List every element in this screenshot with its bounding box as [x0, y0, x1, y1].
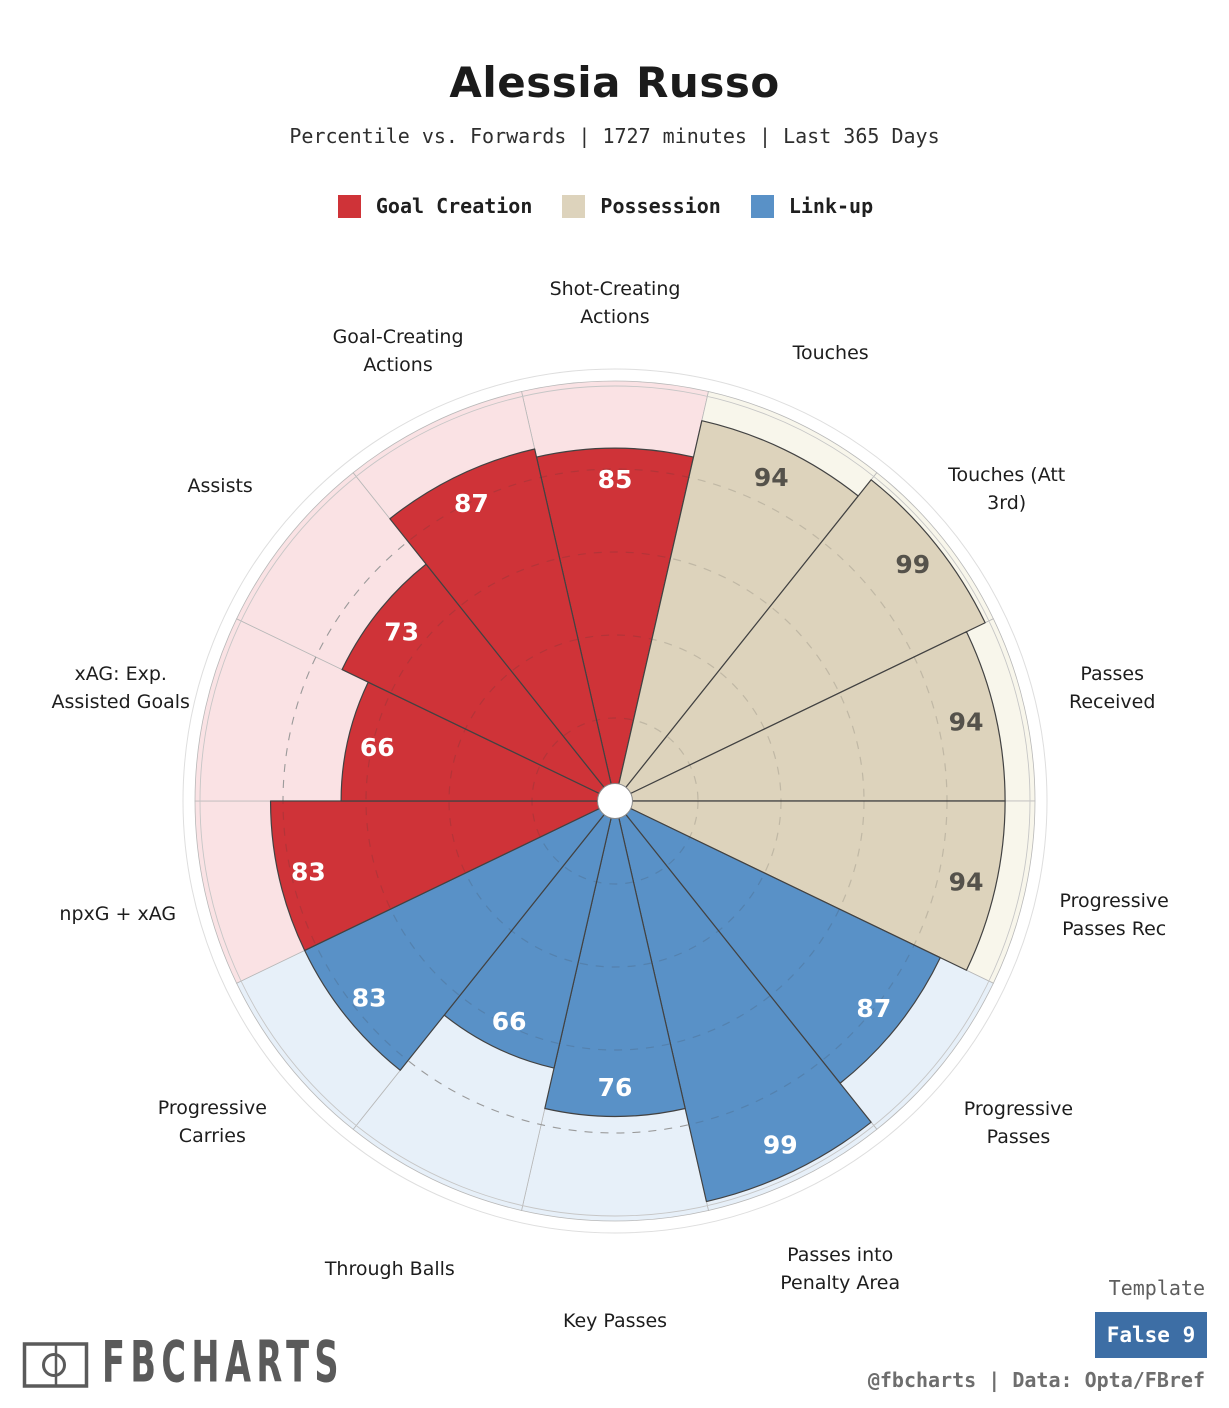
value-label-through-balls: 66 [492, 1007, 527, 1036]
chart-subtitle: Percentile vs. Forwards | 1727 minutes |… [289, 124, 940, 148]
value-label-shot-creating-actions: 85 [598, 465, 633, 494]
template-badge: False 9 [1095, 1312, 1207, 1358]
value-label-assists: 73 [384, 617, 419, 646]
slice-label-progressive-carries: Progressive Carries [157, 1097, 267, 1148]
value-label-progressive-passes-rec: 94 [949, 868, 984, 897]
template-label: Template [1108, 1276, 1205, 1300]
gridline-overlay-60 [365, 551, 865, 1051]
center-hub [597, 783, 633, 819]
legend-item-goal-creation: Goal Creation [337, 194, 533, 218]
pitch-icon [22, 1341, 89, 1388]
gridline-overlay-40 [448, 634, 782, 968]
value-label-touches-att-3rd: 99 [895, 550, 930, 579]
goal-creation-swatch [337, 194, 361, 218]
value-label-progressive-carries: 83 [352, 984, 387, 1013]
value-label-key-passes: 76 [598, 1073, 633, 1102]
slice-fill-goal-creating-actions [389, 448, 616, 802]
slice-label-xag-exp-assisted-goals: xAG: Exp. Assisted Goals [51, 663, 190, 714]
slice-label-progressive-passes-rec: Progressive Passes Rec [1059, 889, 1169, 940]
legend-label: Goal Creation [375, 194, 533, 218]
slice-fill-npxg-xag [269, 800, 616, 952]
slice-label-touches-att-3rd: Touches (Att 3rd) [948, 463, 1066, 514]
value-label-goal-creating-actions: 87 [454, 489, 489, 518]
slice-label-assists: Assists [187, 475, 253, 498]
data-credit: @fbcharts | Data: Opta/FBref [867, 1368, 1205, 1392]
legend-label: Possession [600, 194, 721, 218]
link-up-swatch [750, 194, 774, 218]
slice-label-passes-into-penalty-area: Passes into Penalty Area [780, 1243, 901, 1294]
slice-label-key-passes: Key Passes [562, 1310, 668, 1332]
slice-label-npxg-xag: npxG + xAG [59, 903, 177, 926]
legend-label: Link-up [788, 194, 874, 218]
slice-fill-progressive-passes [614, 800, 941, 1084]
slice-label-goal-creating-actions: Goal-Creating Actions [332, 325, 464, 376]
slice-fill-key-passes [544, 800, 686, 1117]
slice-fill-touches-att-3rd [614, 479, 986, 802]
value-label-npxg-xag: 83 [291, 857, 326, 886]
value-label-passes-received: 94 [949, 707, 984, 736]
slice-label-passes-received: Passes Received [1068, 662, 1156, 713]
slice-label-touches: Touches [792, 342, 869, 365]
value-label-progressive-passes: 87 [856, 994, 891, 1023]
outer-spine-circle [182, 368, 1048, 1234]
fbcharts-logo: FBCHARTS [22, 1329, 505, 1396]
brand-wordmark: FBCHARTS [102, 1329, 345, 1396]
legend-item-possession: Possession [562, 194, 721, 218]
slice-fill-touches [614, 420, 859, 802]
slice-fill-progressive-carries [304, 800, 616, 1071]
slice-label-shot-creating-actions: Shot-Creating Actions [549, 278, 681, 328]
value-label-touches: 94 [754, 463, 789, 492]
slice-fill-progressive-passes-rec [614, 800, 1006, 971]
page-title: Alessia Russo [449, 58, 780, 107]
slice-fill-shot-creating-actions [535, 447, 695, 802]
slice-fill-passes-into-penalty-area [614, 800, 872, 1203]
slice-fill-passes-received [614, 631, 1006, 802]
possession-swatch [562, 194, 586, 218]
value-label-passes-into-penalty-area: 99 [763, 1131, 798, 1160]
slice-label-through-balls: Through Balls [324, 1257, 455, 1280]
legend-item-link-up: Link-up [750, 194, 874, 218]
slice-label-progressive-passes: Progressive Passes [963, 1097, 1074, 1148]
legend: Goal Creation Possession Link-up [0, 194, 1229, 218]
value-label-xag-exp-assisted-goals: 66 [360, 733, 395, 762]
gridline-overlay-20 [531, 717, 699, 885]
slice-fill-assists [341, 563, 616, 802]
slice-fill-through-balls [443, 800, 616, 1069]
gridline-100 [199, 385, 1031, 1217]
slice-fill-xag-exp-assisted-goals [340, 681, 616, 802]
gridline-overlay-80 [282, 468, 948, 1134]
